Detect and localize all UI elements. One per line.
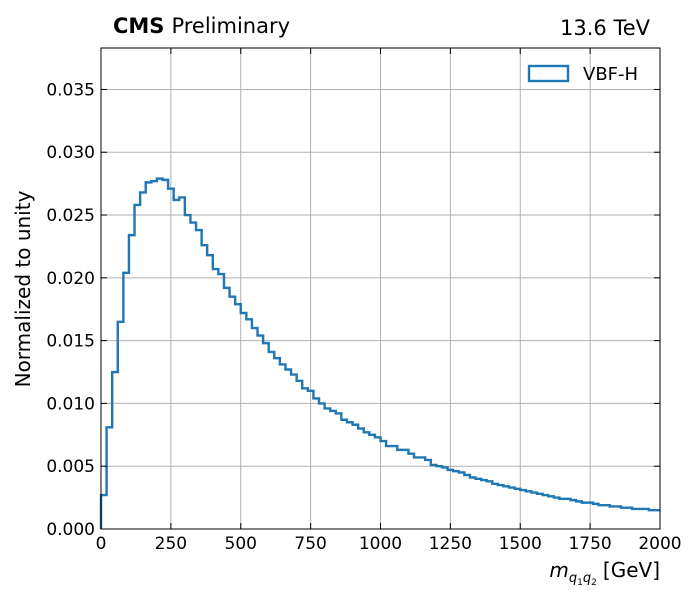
legend-label: VBF-H	[583, 64, 638, 85]
x-axis-unit: [GeV]	[603, 558, 660, 582]
x-tick-label: 500	[225, 534, 257, 554]
y-tick-label: 0.005	[46, 457, 95, 477]
y-axis-label: Normalized to unity	[11, 190, 35, 387]
x-axis-subscript-2: q	[583, 571, 591, 586]
y-tick-label: 0.010	[46, 394, 95, 414]
grid-layer	[100, 48, 661, 530]
y-tick-label: 0.030	[46, 143, 95, 163]
x-axis-subsubscript-2: 2	[591, 578, 597, 588]
y-tick-label: 0.035	[46, 80, 95, 100]
x-tick-label: 1750	[568, 534, 611, 554]
y-tick-label: 0.020	[46, 269, 95, 289]
x-axis-label: mq1q2[GeV]	[549, 558, 660, 588]
x-axis-subsubscript-1: 1	[577, 578, 583, 588]
energy-label: 13.6 TeV	[560, 16, 651, 40]
x-tick-label: 0	[96, 534, 107, 554]
x-tick-label: 1000	[359, 534, 402, 554]
x-axis-subscript: q	[569, 571, 577, 586]
y-tick-label: 0.025	[46, 206, 95, 226]
x-tick-label: 2000	[638, 534, 681, 554]
status-label: Preliminary	[171, 14, 290, 38]
x-tick-label: 750	[294, 534, 326, 554]
x-tick-label: 1500	[499, 534, 542, 554]
tick-layer: 0 250 500 750 1000 1250 1500 1750 2000 0.000 0.005…	[46, 48, 682, 554]
x-axis-symbol: m	[549, 558, 568, 582]
x-tick-label: 1250	[429, 534, 472, 554]
x-tick-label: 250	[155, 534, 187, 554]
series-vbf-h-step	[99, 177, 660, 529]
y-tick-label: 0.000	[46, 520, 95, 540]
y-tick-label: 0.015	[46, 332, 95, 352]
experiment-label: CMS	[113, 14, 164, 38]
header-label: CMS Preliminary	[113, 14, 290, 38]
legend-swatch	[527, 64, 570, 83]
